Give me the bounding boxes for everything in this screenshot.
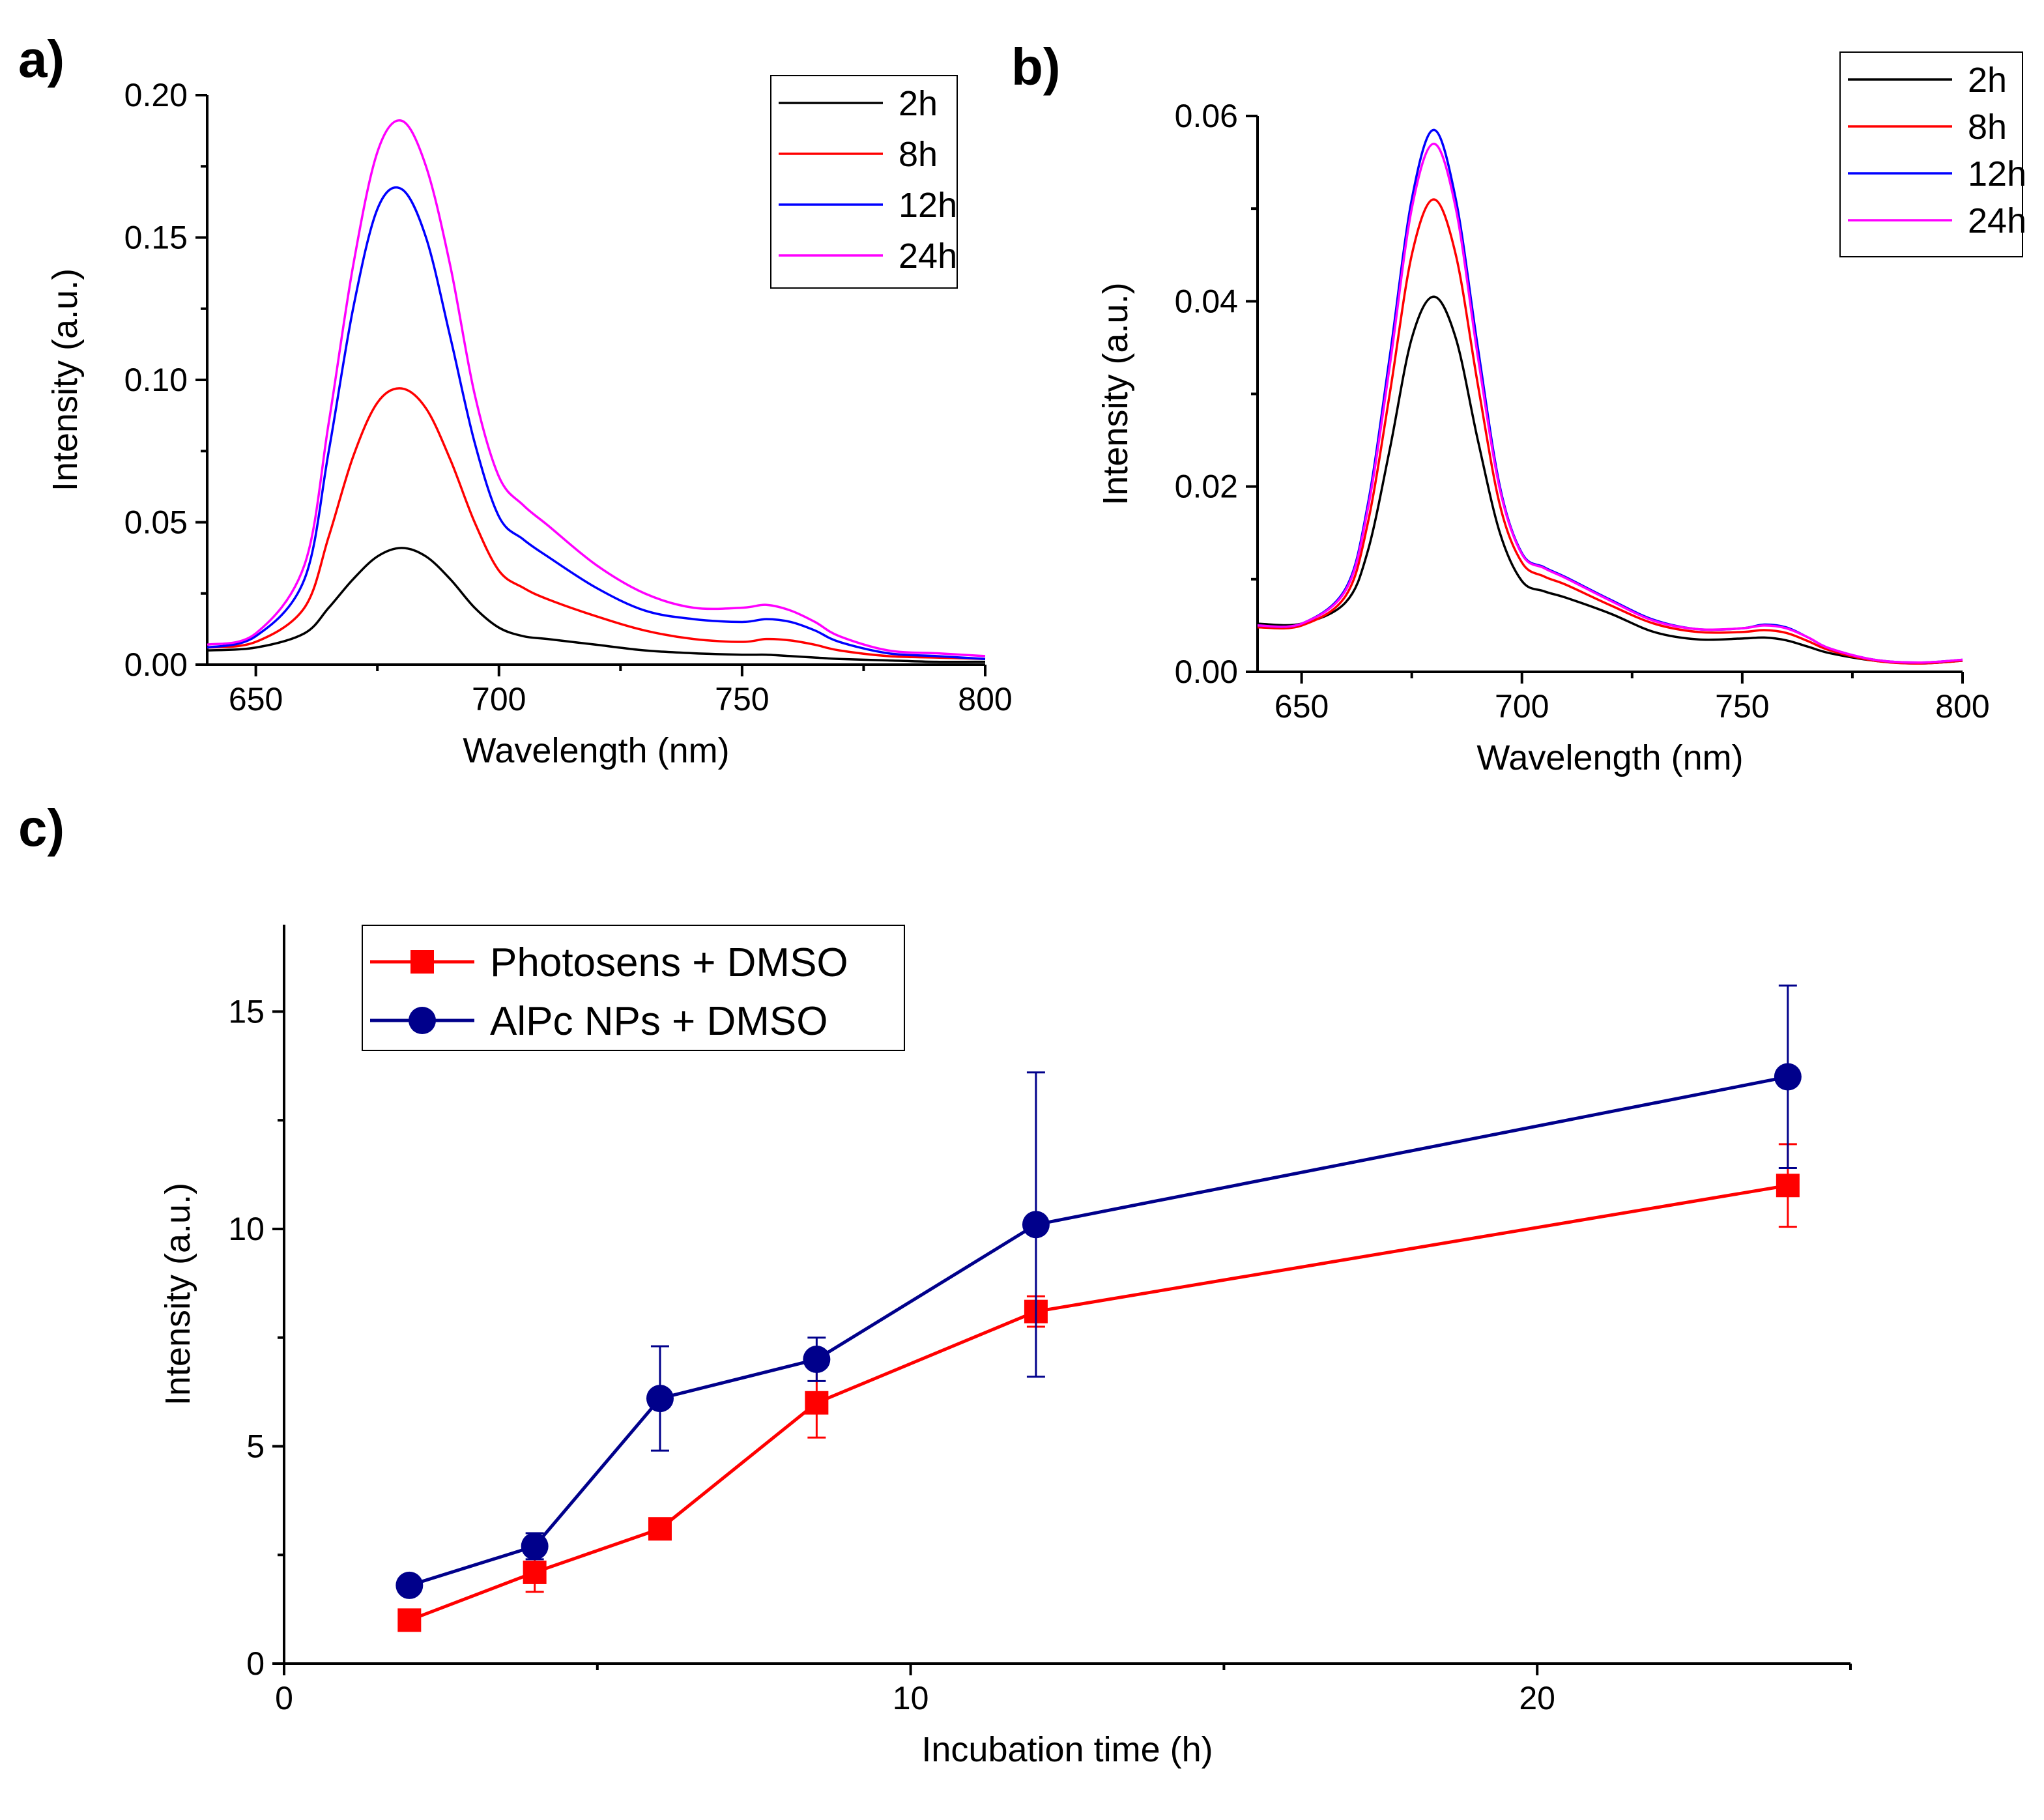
y-tick-label: 10 xyxy=(228,1211,265,1247)
y-tick-label: 0.10 xyxy=(124,362,188,398)
data-point-circle xyxy=(396,1571,424,1599)
legend-label: 2h xyxy=(1968,61,2007,100)
y-tick-label: 0.02 xyxy=(1175,469,1238,505)
legend-label: AlPc NPs + DMSO xyxy=(490,999,828,1044)
x-tick-label: 800 xyxy=(958,681,1012,717)
x-tick-label: 700 xyxy=(1495,688,1549,725)
series-line xyxy=(1257,142,1963,664)
data-point-circle xyxy=(646,1385,674,1413)
y-tick-label: 0.15 xyxy=(124,220,188,256)
data-point-square xyxy=(805,1391,829,1415)
series-line xyxy=(207,119,986,657)
legend-box xyxy=(1839,51,2023,257)
y-axis-title: Intensity (a.u.) xyxy=(1096,282,1135,505)
data-point-square xyxy=(523,1560,547,1584)
y-tick-label: 0.00 xyxy=(124,646,188,683)
y-axis-title: Intensity (a.u.) xyxy=(46,268,85,491)
data-point-square xyxy=(648,1517,672,1541)
series-2h xyxy=(207,547,986,663)
series-alpc-nps-dmso xyxy=(396,984,1802,1599)
legend-label: 2h xyxy=(899,84,938,123)
y-tick-label: 0.00 xyxy=(1175,654,1238,690)
panel-c: c) 0 10 20 0 5 10 15 Incubation time (h) Intensit… xyxy=(18,799,1852,1769)
y-tick-label: 0.05 xyxy=(124,504,188,541)
series-2h xyxy=(1257,295,1963,665)
y-tick-label: 0.04 xyxy=(1175,283,1238,319)
legend-box xyxy=(362,925,905,1051)
data-point-circle xyxy=(1774,1063,1802,1091)
legend-marker-circle xyxy=(409,1007,436,1034)
series-line xyxy=(1257,198,1963,665)
series-8h xyxy=(1257,198,1963,665)
series-photosens-dmso xyxy=(397,1143,1800,1632)
data-point-circle xyxy=(521,1532,549,1560)
legend: 2h 8h 12h 24h xyxy=(1839,51,2026,257)
legend-label: Photosens + DMSO xyxy=(490,940,848,985)
x-tick-label: 650 xyxy=(229,681,283,717)
x-tick-label: 650 xyxy=(1274,688,1329,725)
panel-b: b) 650 700 750 800 0.00 0.02 0.04 0.06 Wavelength… xyxy=(1011,38,2026,777)
panel-label: a) xyxy=(18,30,65,88)
x-axis-title: Wavelength (nm) xyxy=(463,731,729,770)
axes: 0 10 20 0 5 10 15 Incubation time (h) Intensity … xyxy=(158,925,1852,1769)
panel-label: b) xyxy=(1011,38,1061,96)
legend: 2h 8h 12h 24h xyxy=(770,75,958,289)
axes: 650 700 750 800 0.00 0.02 0.04 0.06 Wavelength (… xyxy=(1096,98,1990,777)
x-tick-label: 20 xyxy=(1519,1680,1555,1716)
legend-label: 12h xyxy=(899,186,957,225)
y-axis-title: Intensity (a.u.) xyxy=(158,1183,197,1406)
series-line xyxy=(409,1075,1789,1587)
data-point-square xyxy=(397,1608,422,1632)
legend-label: 12h xyxy=(1968,154,2026,194)
x-tick-label: 700 xyxy=(472,681,526,717)
data-point-circle xyxy=(803,1346,831,1374)
x-tick-label: 750 xyxy=(715,681,769,717)
series-24h xyxy=(1257,142,1963,664)
x-axis-title: Wavelength (nm) xyxy=(1476,738,1743,777)
x-tick-label: 0 xyxy=(275,1680,293,1716)
x-tick-label: 10 xyxy=(893,1680,929,1716)
panel-a: a) 650 700 750 800 0.00 0.05 0.10 0.15 0.20 Wavele… xyxy=(18,30,1013,770)
legend-label: 24h xyxy=(899,237,957,276)
series-line xyxy=(207,547,986,663)
legend-label: 24h xyxy=(1968,201,2026,240)
y-tick-label: 0 xyxy=(246,1645,265,1682)
y-tick-label: 5 xyxy=(246,1428,265,1464)
legend-label: 8h xyxy=(899,135,938,174)
x-axis-title: Incubation time (h) xyxy=(921,1730,1213,1769)
data-point-circle xyxy=(1022,1211,1050,1239)
series-line xyxy=(207,387,986,661)
legend: Photosens + DMSO AlPc NPs + DMSO xyxy=(362,925,905,1051)
legend-label: 8h xyxy=(1968,108,2007,147)
panel-label: c) xyxy=(18,799,65,857)
y-tick-label: 0.20 xyxy=(124,77,188,113)
series-line xyxy=(207,186,986,661)
data-point-square xyxy=(1776,1174,1800,1198)
x-tick-label: 750 xyxy=(1715,688,1769,725)
x-tick-label: 800 xyxy=(1935,688,1989,725)
series-line xyxy=(409,1183,1789,1622)
y-tick-label: 15 xyxy=(228,993,265,1030)
axes: 650 700 750 800 0.00 0.05 0.10 0.15 0.20 Waveleng… xyxy=(46,77,1013,770)
y-tick-label: 0.06 xyxy=(1175,98,1238,134)
legend-box xyxy=(770,75,958,289)
legend-marker-square xyxy=(410,950,434,974)
series-8h xyxy=(207,387,986,661)
series-line xyxy=(1257,295,1963,665)
series-24h xyxy=(207,119,986,657)
series-12h xyxy=(207,186,986,661)
